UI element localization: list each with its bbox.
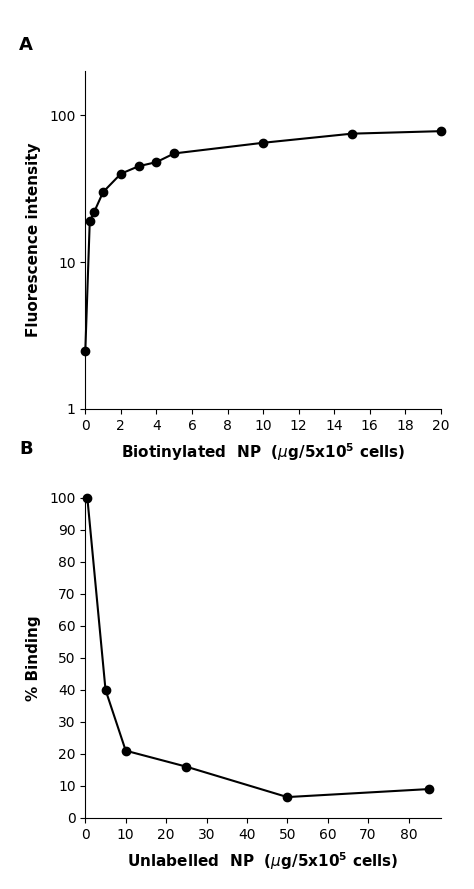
Text: A: A [19, 36, 33, 53]
Y-axis label: Fluorescence intensity: Fluorescence intensity [26, 143, 41, 337]
Text: B: B [19, 440, 33, 458]
Y-axis label: % Binding: % Binding [26, 615, 41, 701]
X-axis label: Unlabelled  NP  ($\mu$g/5x10$^\mathbf{5}$ cells): Unlabelled NP ($\mu$g/5x10$^\mathbf{5}$ … [127, 850, 399, 871]
X-axis label: Biotinylated  NP  ($\mu$g/5x10$^\mathbf{5}$ cells): Biotinylated NP ($\mu$g/5x10$^\mathbf{5}… [121, 441, 405, 462]
